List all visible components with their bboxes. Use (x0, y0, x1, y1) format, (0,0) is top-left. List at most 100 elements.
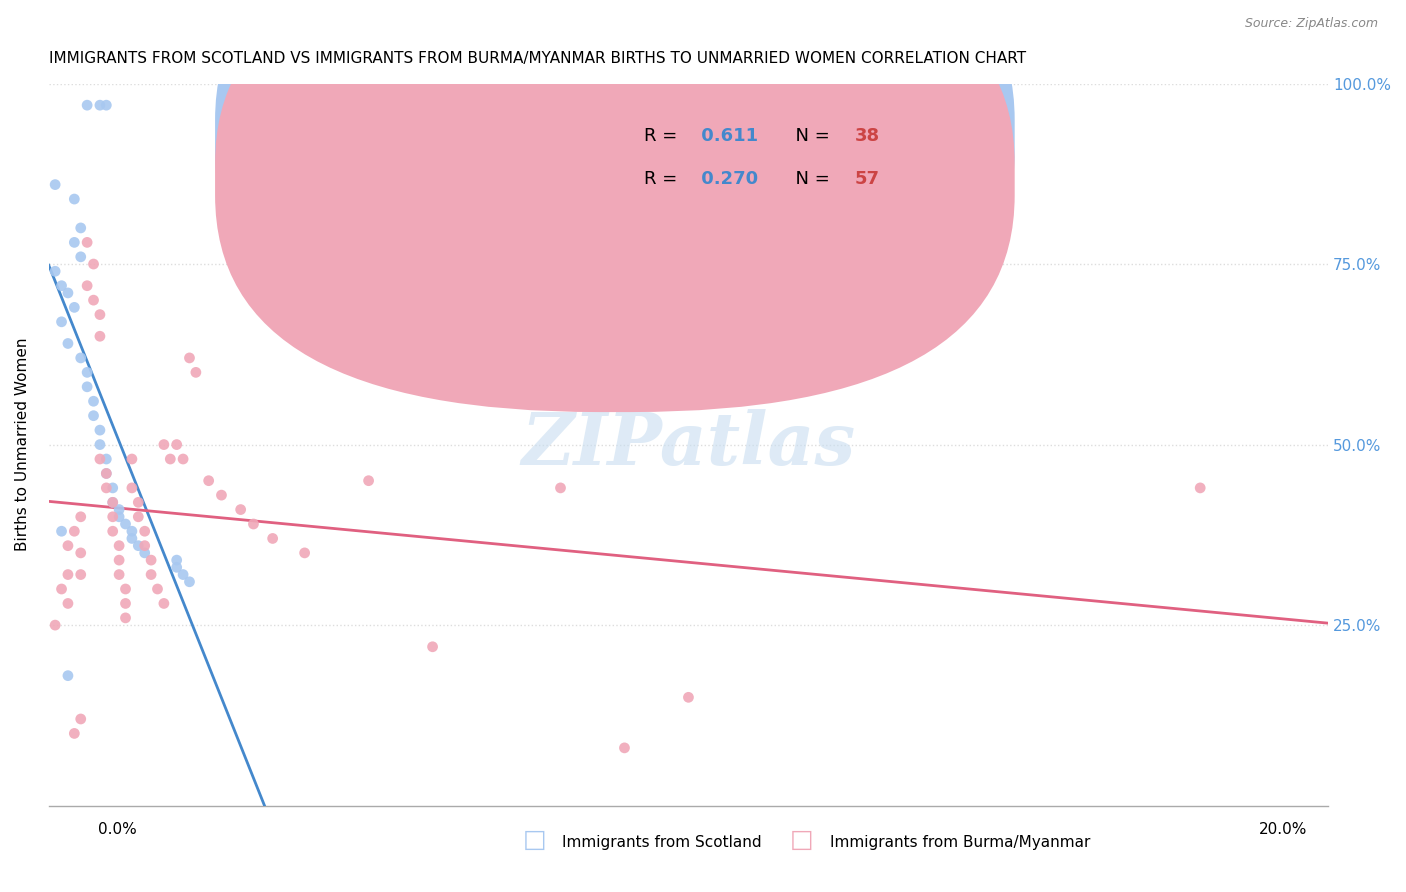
Text: 57: 57 (855, 169, 880, 188)
Point (76, 278, 98, 293)
Point (89, 452, 111, 467)
Point (108, 539, 131, 553)
Point (51, 582, 73, 596)
Point (56, 567, 79, 582)
Point (242, 516, 264, 531)
Point (44, 264, 66, 278)
Point (69, 250, 91, 264)
Point (101, 495, 124, 509)
Point (108, 553, 131, 567)
Point (179, 351, 201, 365)
Point (127, 509, 149, 524)
Point (101, 509, 124, 524)
Point (114, 516, 136, 531)
Text: R =: R = (644, 169, 683, 188)
Point (146, 582, 169, 596)
Point (211, 488, 233, 502)
Point (127, 495, 149, 509)
Point (134, 539, 156, 553)
FancyBboxPatch shape (215, 0, 1015, 412)
Point (69, 509, 91, 524)
Point (96, 452, 118, 467)
Point (56, 539, 79, 553)
Point (172, 567, 194, 582)
Point (76, 98, 98, 112)
Point (294, 546, 316, 560)
Point (51, 315, 73, 329)
Point (678, 690, 700, 705)
Point (153, 597, 176, 611)
Point (153, 437, 176, 451)
Text: 0.611: 0.611 (695, 127, 758, 145)
Point (96, 98, 118, 112)
Point (56, 336, 79, 351)
Text: N =: N = (785, 169, 837, 188)
Point (1189, 481, 1212, 495)
Text: 20.0%: 20.0% (1260, 822, 1308, 837)
FancyBboxPatch shape (215, 0, 1015, 368)
Point (83, 293, 105, 307)
Text: □: □ (790, 829, 813, 853)
Text: N =: N = (785, 127, 837, 145)
Point (63, 235, 86, 250)
Point (69, 567, 91, 582)
Point (69, 351, 91, 365)
Point (166, 437, 188, 451)
Point (166, 560, 188, 574)
Point (262, 532, 284, 546)
Point (422, 640, 444, 654)
Point (83, 394, 105, 409)
Point (89, 329, 111, 343)
Point (51, 278, 73, 293)
Point (108, 567, 131, 582)
Point (101, 524, 124, 539)
Point (56, 668, 79, 682)
Point (69, 221, 91, 235)
Text: 0.270: 0.270 (695, 169, 758, 188)
Text: 38: 38 (855, 127, 880, 145)
Point (197, 474, 219, 488)
Text: R =: R = (644, 127, 683, 145)
Point (89, 308, 111, 322)
Point (89, 98, 111, 112)
Text: □: □ (523, 829, 546, 853)
Point (63, 726, 86, 740)
Point (229, 502, 252, 516)
Point (121, 481, 143, 495)
Point (550, 481, 572, 495)
Point (139, 567, 162, 582)
Point (96, 467, 118, 481)
Point (63, 301, 86, 315)
Point (166, 553, 188, 567)
Point (101, 481, 124, 495)
Point (101, 495, 124, 509)
Point (108, 509, 131, 524)
Text: IMMIGRANTS FROM SCOTLAND VS IMMIGRANTS FROM BURMA/MYANMAR BIRTHS TO UNMARRIED WO: IMMIGRANTS FROM SCOTLAND VS IMMIGRANTS F… (49, 51, 1026, 66)
Point (89, 437, 111, 451)
FancyBboxPatch shape (574, 98, 957, 213)
Point (63, 192, 86, 206)
Point (114, 611, 136, 625)
Point (134, 546, 156, 560)
Point (179, 574, 201, 589)
Point (184, 365, 207, 379)
Point (96, 481, 118, 495)
Point (121, 524, 143, 539)
Text: Immigrants from Burma/Myanmar: Immigrants from Burma/Myanmar (830, 836, 1090, 850)
Text: ZIPatlas: ZIPatlas (522, 409, 855, 480)
Point (613, 740, 636, 755)
Point (76, 365, 98, 379)
Point (56, 285, 79, 300)
Point (51, 524, 73, 539)
Point (44, 618, 66, 632)
Point (108, 502, 131, 516)
Text: Source: ZipAtlas.com: Source: ZipAtlas.com (1244, 17, 1378, 29)
Y-axis label: Births to Unmarried Women: Births to Unmarried Women (15, 338, 30, 551)
Point (44, 178, 66, 192)
Point (121, 532, 143, 546)
Point (83, 257, 105, 271)
Point (139, 553, 162, 567)
Point (69, 712, 91, 726)
Point (69, 546, 91, 560)
Point (56, 597, 79, 611)
